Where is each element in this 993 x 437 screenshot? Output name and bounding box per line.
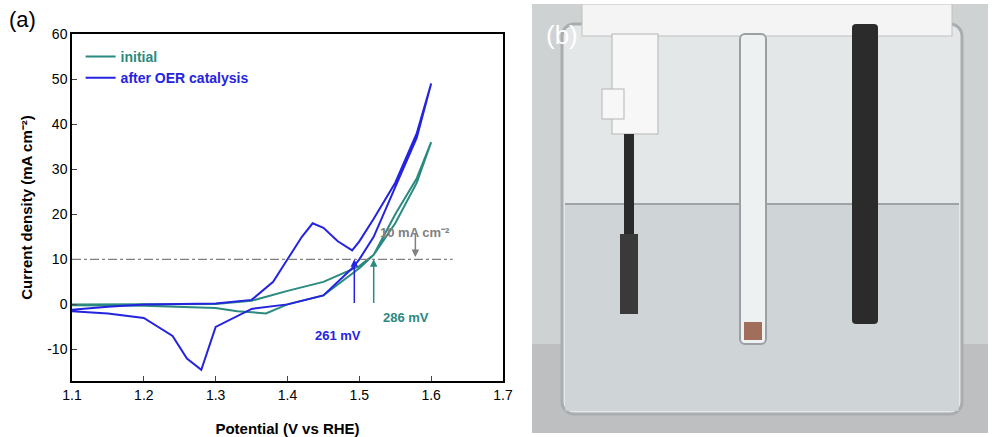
svg-text:1.2: 1.2 <box>134 387 154 403</box>
svg-text:after OER catalysis: after OER catalysis <box>121 70 249 86</box>
svg-text:30: 30 <box>52 161 68 177</box>
svg-text:1.6: 1.6 <box>421 387 441 403</box>
svg-text:1.5: 1.5 <box>350 387 370 403</box>
svg-text:initial: initial <box>121 49 158 65</box>
svg-text:1.4: 1.4 <box>278 387 298 403</box>
svg-text:10 mA cm⁻²: 10 mA cm⁻² <box>380 225 450 240</box>
svg-text:286 mV: 286 mV <box>383 310 429 325</box>
svg-text:1.1: 1.1 <box>62 387 82 403</box>
svg-text:1.3: 1.3 <box>206 387 226 403</box>
svg-text:-10: -10 <box>47 341 67 357</box>
svg-text:20: 20 <box>52 206 68 222</box>
svg-text:Potential (V vs RHE): Potential (V vs RHE) <box>215 420 359 437</box>
svg-text:50: 50 <box>52 71 68 87</box>
svg-text:60: 60 <box>52 26 68 42</box>
svg-text:(a): (a) <box>9 7 36 32</box>
svg-text:40: 40 <box>52 116 68 132</box>
svg-text:10: 10 <box>52 251 68 267</box>
svg-text:261 mV: 261 mV <box>315 328 361 343</box>
svg-text:1.7: 1.7 <box>493 387 513 403</box>
svg-text:Current density (mA cm⁻²): Current density (mA cm⁻²) <box>18 115 35 299</box>
svg-text:(b): (b) <box>546 20 578 50</box>
svg-text:0: 0 <box>60 296 68 312</box>
